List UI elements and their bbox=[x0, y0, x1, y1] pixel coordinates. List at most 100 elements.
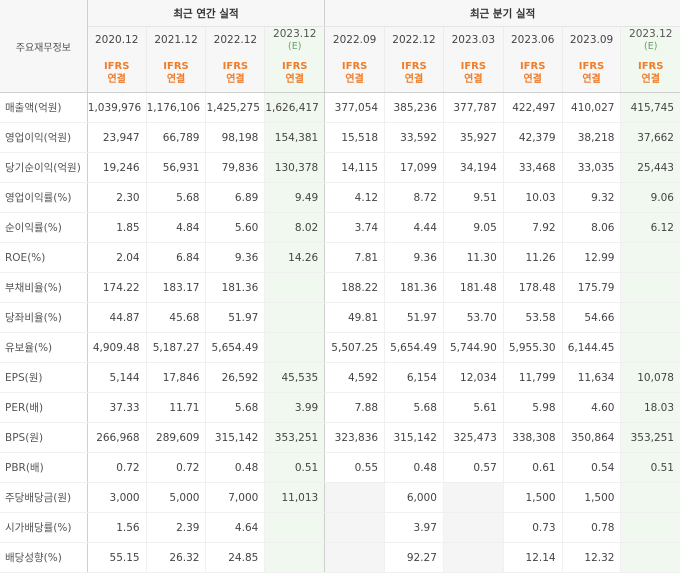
cell-value: 188.22 bbox=[324, 272, 385, 303]
table-row: 영업이익(억원) 23,947 66,789 98,198 154,381 15,518 3… bbox=[0, 122, 680, 153]
period-header: 2023.09 bbox=[561, 26, 621, 53]
cell-value: 9.51 bbox=[442, 182, 504, 213]
cell-value: 33,035 bbox=[561, 152, 621, 183]
row-label: 매출액(억원) bbox=[0, 92, 88, 123]
cell-value: 0.61 bbox=[502, 452, 563, 483]
cell-value bbox=[264, 512, 325, 543]
cell-value: 3.99 bbox=[264, 392, 325, 423]
cell-value: 385,236 bbox=[384, 92, 444, 123]
cell-value: 19,246 bbox=[86, 152, 147, 183]
cell-value: 9.06 bbox=[620, 182, 680, 213]
cell-value bbox=[264, 332, 325, 363]
cell-value: 325,473 bbox=[442, 422, 504, 453]
table-row: 당좌비율(%) 44.87 45.68 51.97 49.81 51.97 53.70 53.… bbox=[0, 302, 680, 333]
table-row: 당기순이익(억원) 19,246 56,931 79,836 130,378 14,115… bbox=[0, 152, 680, 183]
cell-value: 0.51 bbox=[620, 452, 680, 483]
cell-value: 34,194 bbox=[442, 152, 504, 183]
cell-value: 266,968 bbox=[86, 422, 147, 453]
cell-value bbox=[620, 482, 680, 513]
cell-value: 11.30 bbox=[442, 242, 504, 273]
cell-value: 38,218 bbox=[561, 122, 621, 153]
cell-value: 12.99 bbox=[561, 242, 621, 273]
cell-value: 5.60 bbox=[205, 212, 265, 243]
cell-value: 5,654.49 bbox=[384, 332, 444, 363]
cell-value: 51.97 bbox=[205, 302, 265, 333]
cell-value: 11.71 bbox=[145, 392, 206, 423]
cell-value: 7.81 bbox=[324, 242, 385, 273]
row-label: BPS(원) bbox=[0, 422, 88, 453]
cell-value: 25,443 bbox=[620, 152, 680, 183]
cell-value bbox=[324, 512, 385, 543]
cell-value: 1,500 bbox=[561, 482, 621, 513]
cell-value: 0.51 bbox=[264, 452, 325, 483]
cell-value: 9.05 bbox=[442, 212, 504, 243]
cell-value: 174.22 bbox=[86, 272, 147, 303]
cell-value: 0.73 bbox=[502, 512, 563, 543]
cell-value bbox=[442, 512, 504, 543]
cell-value: 7.88 bbox=[324, 392, 385, 423]
cell-value: 410,027 bbox=[561, 92, 621, 123]
cell-value: 415,745 bbox=[620, 92, 680, 123]
table-row: 매출액(억원) 1,039,976 1,176,106 1,425,275 1,626,… bbox=[0, 92, 680, 123]
period-header: 2021.12 bbox=[145, 26, 206, 53]
cell-value: 5.68 bbox=[384, 392, 444, 423]
corner-label: 주요재무정보 bbox=[0, 0, 88, 93]
cell-value: 0.55 bbox=[324, 452, 385, 483]
cell-value: 0.54 bbox=[561, 452, 621, 483]
cell-value: 5,000 bbox=[145, 482, 206, 513]
cell-value: 37.33 bbox=[86, 392, 147, 423]
ifrs-basis-label: IFRS 연결 bbox=[561, 53, 621, 93]
cell-value: 130,378 bbox=[264, 152, 325, 183]
ifrs-basis-label: IFRS 연결 bbox=[205, 53, 265, 93]
row-label: 유보율(%) bbox=[0, 332, 88, 363]
table-row: BPS(원) 266,968 289,609 315,142 353,251 323,83… bbox=[0, 422, 680, 453]
cell-value: 4.84 bbox=[145, 212, 206, 243]
cell-value: 178.48 bbox=[502, 272, 563, 303]
cell-value: 79,836 bbox=[205, 152, 265, 183]
cell-value: 323,836 bbox=[324, 422, 385, 453]
cell-value: 9.36 bbox=[205, 242, 265, 273]
cell-value: 53.58 bbox=[502, 302, 563, 333]
row-label: ROE(%) bbox=[0, 242, 88, 273]
cell-value: 3,000 bbox=[86, 482, 147, 513]
cell-value: 315,142 bbox=[384, 422, 444, 453]
period-header: 2022.09 bbox=[324, 26, 385, 53]
cell-value: 0.72 bbox=[145, 452, 206, 483]
cell-value: 54.66 bbox=[561, 302, 621, 333]
period-header: 2020.12 bbox=[86, 26, 147, 53]
cell-value: 4.44 bbox=[384, 212, 444, 243]
table-row: 유보율(%) 4,909.48 5,187.27 5,654.49 5,507.25 5,… bbox=[0, 332, 680, 363]
cell-value: 5,507.25 bbox=[324, 332, 385, 363]
cell-value: 315,142 bbox=[205, 422, 265, 453]
cell-value: 1,425,275 bbox=[205, 92, 265, 123]
cell-value: 4,909.48 bbox=[86, 332, 147, 363]
cell-value: 6.12 bbox=[620, 212, 680, 243]
ifrs-basis-label: IFRS 연결 bbox=[145, 53, 206, 93]
cell-value: 6.84 bbox=[145, 242, 206, 273]
cell-value: 175.79 bbox=[561, 272, 621, 303]
period-header-estimate: 2023.12 (E) bbox=[620, 26, 680, 53]
cell-value: 5.61 bbox=[442, 392, 504, 423]
row-label: 영업이익(억원) bbox=[0, 122, 88, 153]
cell-value: 5,187.27 bbox=[145, 332, 206, 363]
cell-value: 338,308 bbox=[502, 422, 563, 453]
ifrs-basis-label: IFRS 연결 bbox=[86, 53, 147, 93]
cell-value: 53.70 bbox=[442, 302, 504, 333]
cell-value: 17,846 bbox=[145, 362, 206, 393]
cell-value: 4.64 bbox=[205, 512, 265, 543]
cell-value: 11,634 bbox=[561, 362, 621, 393]
cell-value: 51.97 bbox=[384, 302, 444, 333]
cell-value: 18.03 bbox=[620, 392, 680, 423]
cell-value: 350,864 bbox=[561, 422, 621, 453]
cell-value: 183.17 bbox=[145, 272, 206, 303]
cell-value: 2.39 bbox=[145, 512, 206, 543]
row-label: PER(배) bbox=[0, 392, 88, 423]
ifrs-basis-label: IFRS 연결 bbox=[442, 53, 504, 93]
table-row: EPS(원) 5,144 17,846 26,592 45,535 4,592 6,154 1… bbox=[0, 362, 680, 393]
group-header-row: 주요재무정보 최근 연간 실적 최근 분기 실적 bbox=[0, 0, 680, 93]
cell-value: 1.85 bbox=[86, 212, 147, 243]
cell-value: 14.26 bbox=[264, 242, 325, 273]
period-header-estimate: 2023.12 (E) bbox=[264, 26, 325, 53]
cell-value: 5,144 bbox=[86, 362, 147, 393]
cell-value: 0.78 bbox=[561, 512, 621, 543]
